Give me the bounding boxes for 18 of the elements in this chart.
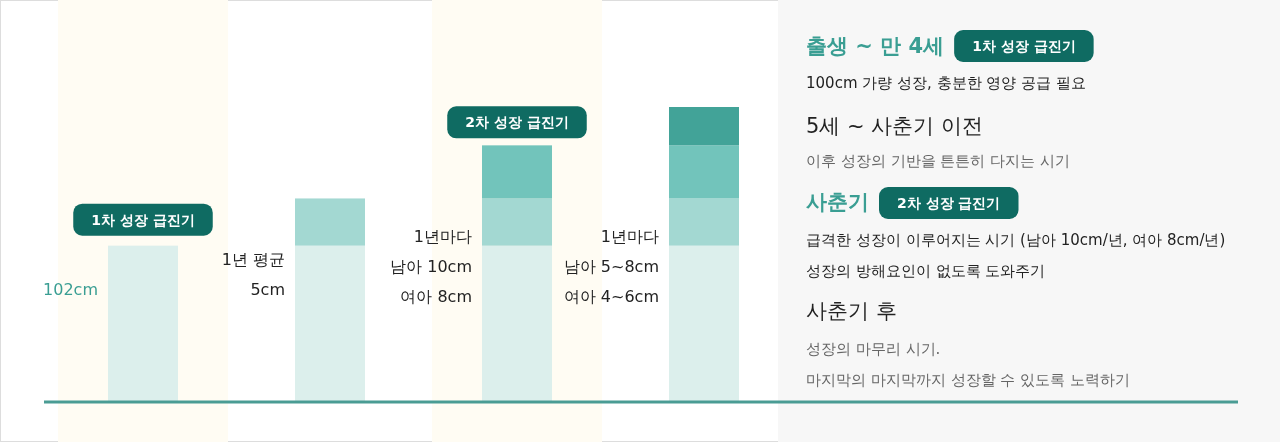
text: 급격한 성장이 이루어지는 시기 (남아 10cm/년, 여아 8cm/년)	[806, 231, 1226, 249]
text: 1차 성장 급진기	[972, 38, 1076, 54]
text: 5세 ~ 사춘기 이전	[806, 114, 983, 138]
text: 2차 성장 급진기	[897, 195, 1001, 211]
text: 사춘기 후	[806, 299, 897, 323]
annotation: 1차 성장 급진기	[91, 211, 195, 228]
text: 출생 ~ 만 4세	[806, 34, 945, 58]
text: 사춘기	[806, 190, 869, 214]
annotation: 1년 평균 5cm	[221, 250, 285, 299]
text: 이후 성장의 기반을 튼튼히 다지는 시기	[806, 152, 1070, 170]
text: 마지막의 마지막까지 성장할 수 있도록 노력하기	[806, 371, 1130, 389]
annotation: 1년마다 남아 5~8cm 여아 4~6cm	[563, 227, 659, 306]
text: 100cm 가량 성장, 충분한 영양 공급 필요	[806, 74, 1086, 92]
text: 성장의 마무리 시기.	[806, 340, 941, 358]
text: 성장의 방해요인이 없도록 도와주기	[806, 262, 1046, 280]
annotation: 2차 성장 급진기	[465, 114, 569, 131]
annotation: 1년마다 남아 10cm 여아 8cm	[390, 227, 472, 306]
annotation: 102cm	[43, 280, 98, 299]
